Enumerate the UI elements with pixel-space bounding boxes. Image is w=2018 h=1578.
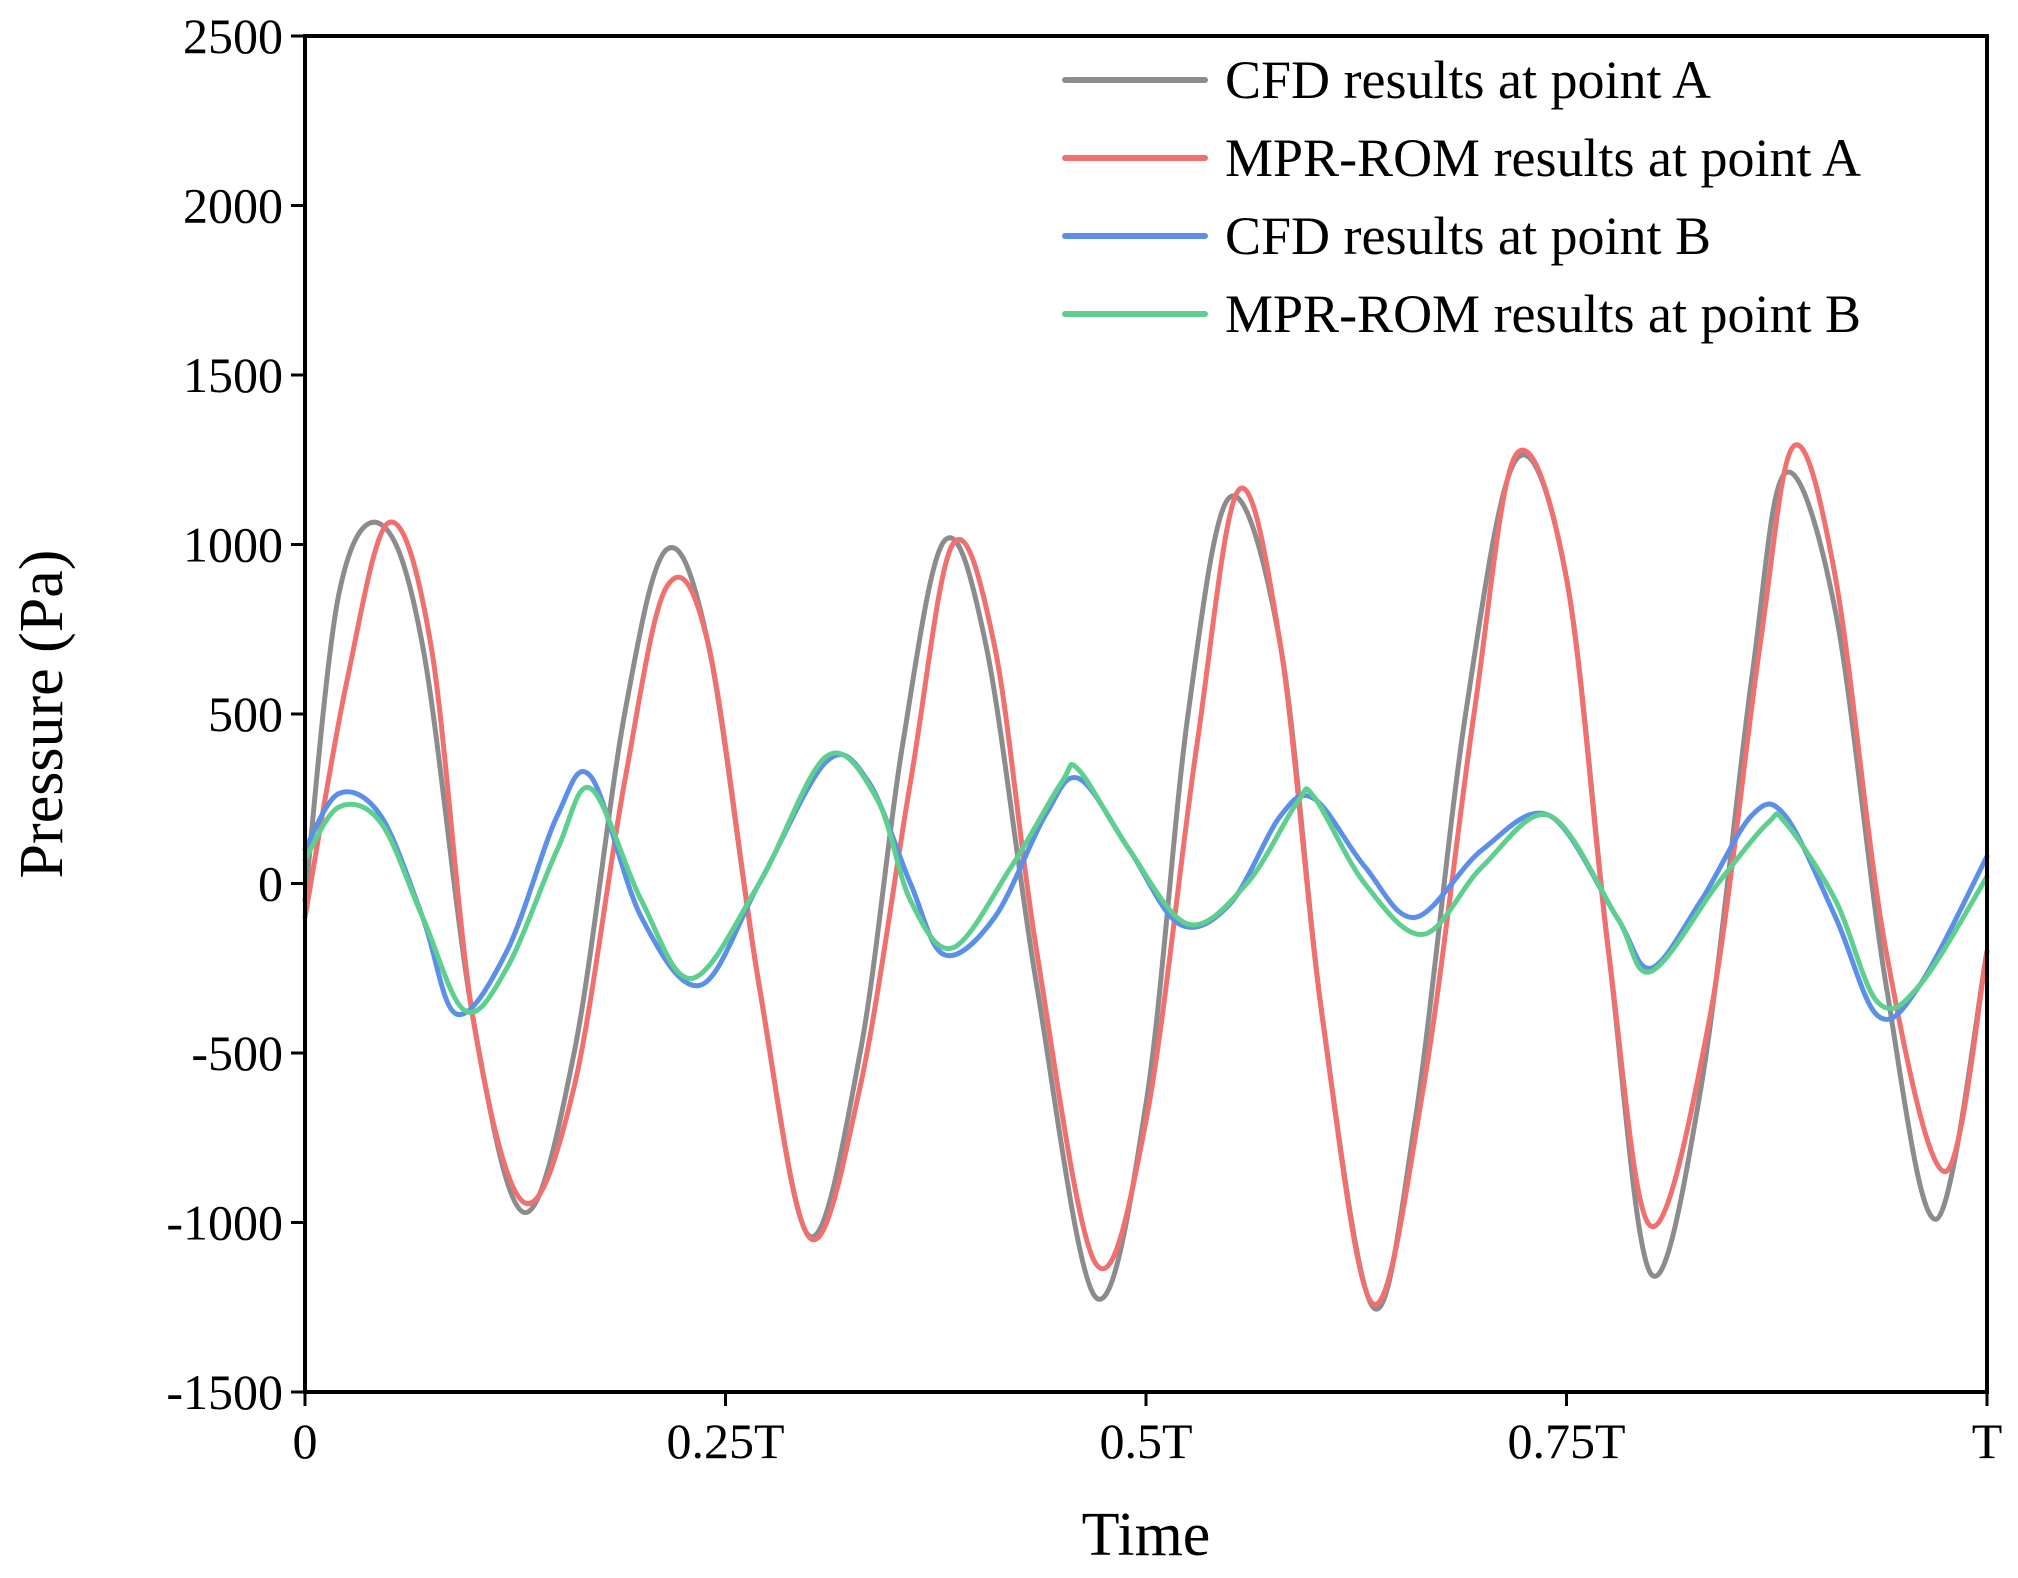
x-tick-label: 0.5T (1099, 1413, 1192, 1469)
x-axis: 0 0.25T 0.5T 0.75T T (293, 1392, 2003, 1469)
y-tick-label: 2500 (183, 8, 283, 64)
x-tick-label: 0 (293, 1413, 318, 1469)
series-line-2 (302, 442, 1990, 1307)
series-line-4 (302, 750, 1990, 1015)
x-tick-label: 0.25T (666, 1413, 784, 1469)
x-tick-label: 0.75T (1507, 1413, 1625, 1469)
legend: CFD results at point A MPR-ROM results at… (1062, 50, 1861, 344)
y-axis-title: Pressure (Pa) (8, 550, 76, 879)
legend-label: MPR-ROM results at point A (1225, 128, 1861, 188)
y-tick-label: -1500 (166, 1364, 283, 1420)
series-line-1 (302, 452, 1990, 1312)
legend-label: CFD results at point B (1225, 206, 1711, 266)
legend-label: MPR-ROM results at point B (1225, 284, 1861, 344)
x-axis-title: Time (1082, 1501, 1211, 1569)
plot-frame (303, 34, 1989, 1394)
y-tick-label: 0 (258, 856, 283, 912)
series-layer (302, 442, 1990, 1312)
x-tick-label: T (1972, 1413, 2003, 1469)
legend-label: CFD results at point A (1225, 50, 1711, 110)
y-tick-label: 2000 (183, 178, 283, 234)
series-line-3 (302, 752, 1990, 1022)
y-tick-label: -500 (191, 1025, 283, 1081)
y-tick-label: 1500 (183, 347, 283, 403)
y-tick-label: 500 (208, 686, 283, 742)
y-tick-label: -1000 (166, 1195, 283, 1251)
y-tick-label: 1000 (183, 517, 283, 573)
y-axis: 2500 2000 1500 1000 500 0 -500 -1000 -1500 (166, 8, 305, 1420)
